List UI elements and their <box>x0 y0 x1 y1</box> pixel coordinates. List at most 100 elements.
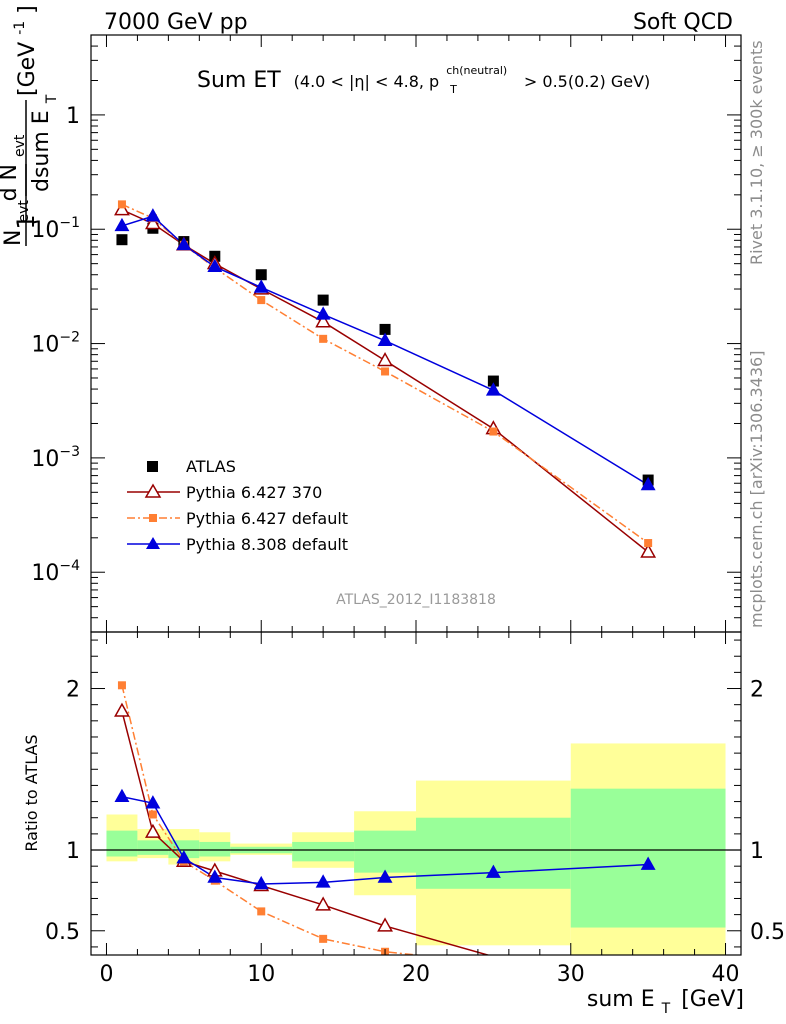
data-point-p8_default <box>485 382 501 396</box>
plot-title: Sum ET (4.0 < |η| < 4.8, p ch(neutral) T… <box>197 55 650 99</box>
rivet-version-label: Rivet 3.1.10, ≥ 300k events <box>747 40 766 265</box>
data-point-atlas <box>317 294 329 306</box>
legend-entry-atlas: ATLAS <box>147 457 236 476</box>
ylabel-unit: [GeV -1 ] <box>5 5 40 96</box>
ratio-y-tick-label-right: 0.5 <box>750 920 785 945</box>
uncertainty-band-inner <box>416 817 571 889</box>
ratio-point-p8_default <box>377 869 393 883</box>
data-point-p8_default <box>207 258 223 273</box>
data-point-p6_370 <box>640 543 657 558</box>
ratio-point-p6_370 <box>114 702 130 717</box>
ratio-point-p6_default <box>319 934 328 943</box>
ylabel-dn-evt-sub: evt <box>12 134 28 157</box>
data-point-p8_default <box>114 217 130 232</box>
legend-entry-p6-370: Pythia 6.427 370 <box>127 483 322 502</box>
plot-title-detail-b: > 0.5(0.2) GeV) <box>524 72 650 91</box>
data-point-atlas <box>116 234 128 246</box>
mcplots-label: mcplots.cern.ch [arXiv:1306.3436] <box>747 351 766 628</box>
ratio-y-tick-label-right: 1 <box>750 839 764 864</box>
xlabel: sum E T [GeV] <box>587 987 744 1019</box>
xlabel-sub: T <box>661 1001 671 1017</box>
data-point-p6_370 <box>315 313 332 328</box>
legend-marker-p8-default <box>146 537 160 549</box>
header-right: Soft QCD <box>633 10 733 35</box>
legend-label-p6-default: Pythia 6.427 default <box>186 509 348 528</box>
ratio-line-p6_default <box>121 685 424 955</box>
ratio-point-p8_default <box>145 795 161 809</box>
legend: ATLAS Pythia 6.427 370 Pythia 6.427 defa… <box>127 457 348 554</box>
ratio-point-p6_default <box>148 810 157 819</box>
top-y-tick-label: 10−2 <box>31 330 80 358</box>
data-point-p6_default <box>117 200 126 209</box>
ylabel-ratio: Ratio to ATLAS <box>22 734 41 851</box>
series-line-p6_default <box>121 203 649 544</box>
uncertainty-band-inner <box>106 830 138 857</box>
data-point-p8_default <box>315 306 331 320</box>
legend-label-p8-default: Pythia 8.308 default <box>186 535 348 554</box>
ylabel-unit-open: [GeV <box>15 42 40 96</box>
data-point-p8_default <box>377 332 393 346</box>
series-line-p8_default <box>121 215 649 486</box>
x-tick-label: 30 <box>557 962 585 987</box>
x-tick-label: 10 <box>247 962 275 987</box>
x-tick-label: 0 <box>99 962 113 987</box>
ratio-point-p8_default <box>207 869 223 883</box>
uncertainty-band-inner <box>199 841 231 857</box>
header-left: 7000 GeV pp <box>104 10 248 35</box>
ylabel-evt-sub: evt <box>16 200 32 223</box>
ratio-point-p8_default <box>485 864 501 878</box>
data-point-p8_default <box>640 476 656 491</box>
legend-entry-p8-default: Pythia 8.308 default <box>127 535 348 554</box>
ylabel-nevt: N evt <box>1 200 32 246</box>
data-point-p6_default <box>489 427 498 436</box>
ylabel-d-n: d N <box>0 164 22 201</box>
ratio-point-p8_default <box>253 875 269 890</box>
ylabel-top: 1 N evt d N evt dsum E T [GeV -1 ] <box>0 5 60 246</box>
plot-title-detail-sup: ch(neutral) <box>446 64 507 77</box>
data-point-p6_370 <box>377 352 393 367</box>
plot-title-main: Sum ET <box>197 68 281 93</box>
ratio-plot: 0 10 20 30 40 0.5 0.5 1 1 2 2 <box>45 631 785 987</box>
ratio-y-tick-label: 1 <box>66 839 80 864</box>
data-point-p8_default <box>176 236 192 251</box>
ratio-point-p8_default <box>315 874 331 888</box>
ratio-point-p6_default <box>117 681 126 690</box>
x-tick-label: 40 <box>712 962 740 987</box>
uncertainty-band-inner <box>354 830 416 873</box>
legend-label-atlas: ATLAS <box>186 457 236 476</box>
data-point-p6_370 <box>114 201 130 216</box>
main-plot: 10−4 10−3 10−2 10−1 1 <box>31 34 742 633</box>
top-y-tick-label: 10−3 <box>31 444 80 472</box>
ratio-point-p6_370 <box>144 823 161 838</box>
ylabel-dsum-text: dsum E <box>29 110 54 192</box>
legend-marker-p6-370 <box>144 483 162 498</box>
ratio-point-p8_default <box>114 788 130 803</box>
data-point-p6_default <box>319 334 328 343</box>
ylabel-unit-close: ] <box>15 5 40 14</box>
ylabel-t-sub: T <box>44 94 60 104</box>
xlabel-unit: [GeV] <box>681 987 744 1012</box>
ratio-point-p8_default <box>176 850 192 864</box>
ylabel-unit-sup: -1 <box>12 21 28 35</box>
data-point-p8_default <box>145 208 161 222</box>
data-point-atlas <box>255 269 267 281</box>
legend-marker-p6-default <box>149 514 157 522</box>
legend-label-p6-370: Pythia 6.427 370 <box>186 483 322 502</box>
ratio-point-p8_default <box>640 856 656 870</box>
data-point-atlas <box>487 375 499 387</box>
ratio-y-tick-label: 2 <box>66 678 80 703</box>
ratio-point-p6_default <box>257 907 266 916</box>
ylabel-n: N <box>1 230 26 246</box>
x-tick-label: 20 <box>402 962 430 987</box>
analysis-tag: ATLAS_2012_I1183818 <box>336 592 496 608</box>
data-point-p6_default <box>381 367 390 376</box>
ratio-y-tick-label-right: 2 <box>750 678 764 703</box>
data-point-p6_default <box>257 296 266 305</box>
legend-marker-atlas <box>147 461 158 472</box>
ratio-y-tick-label: 0.5 <box>45 920 80 945</box>
data-point-p6_370 <box>144 215 161 230</box>
plot-title-detail-a: (4.0 < |η| < 4.8, p <box>294 72 440 91</box>
data-point-atlas <box>379 323 391 335</box>
ratio-point-p6_370 <box>315 896 332 911</box>
